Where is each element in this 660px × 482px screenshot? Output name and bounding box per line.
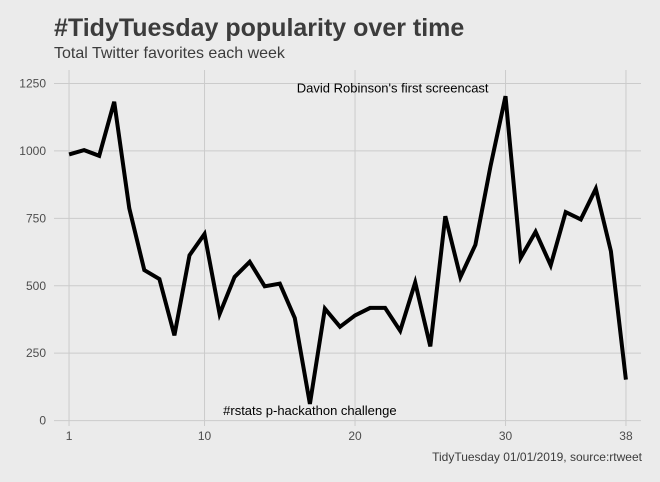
- chart-title: #TidyTuesday popularity over time: [54, 14, 465, 42]
- x-tick-label: 20: [348, 429, 362, 443]
- series-line: [68, 95, 628, 405]
- annotations: David Robinson's first screencast #rstats…: [223, 81, 489, 418]
- series-group: [68, 95, 628, 405]
- annotation-label: #rstats p-hackathon challenge: [223, 403, 396, 418]
- y-tick-label: 750: [26, 211, 46, 225]
- y-axis: 0 250 500 750 1000 1250: [19, 76, 46, 427]
- y-tick-label: 250: [26, 346, 46, 360]
- y-tick-label: 0: [39, 414, 46, 428]
- x-tick-label: 30: [499, 429, 513, 443]
- x-axis: 1 10 20 30 38: [66, 429, 633, 443]
- x-tick-label: 1: [66, 429, 73, 443]
- x-tick-label: 38: [619, 429, 633, 443]
- y-tick-label: 1250: [19, 76, 46, 90]
- annotation-label: David Robinson's first screencast: [297, 81, 489, 96]
- y-tick-label: 1000: [19, 144, 46, 158]
- chart-subtitle: Total Twitter favorites each week: [54, 45, 285, 62]
- gridlines: [54, 70, 641, 426]
- y-tick-label: 500: [26, 279, 46, 293]
- chart-caption: TidyTuesday 01/01/2019, source:rtweet: [432, 450, 642, 464]
- x-tick-label: 10: [198, 429, 212, 443]
